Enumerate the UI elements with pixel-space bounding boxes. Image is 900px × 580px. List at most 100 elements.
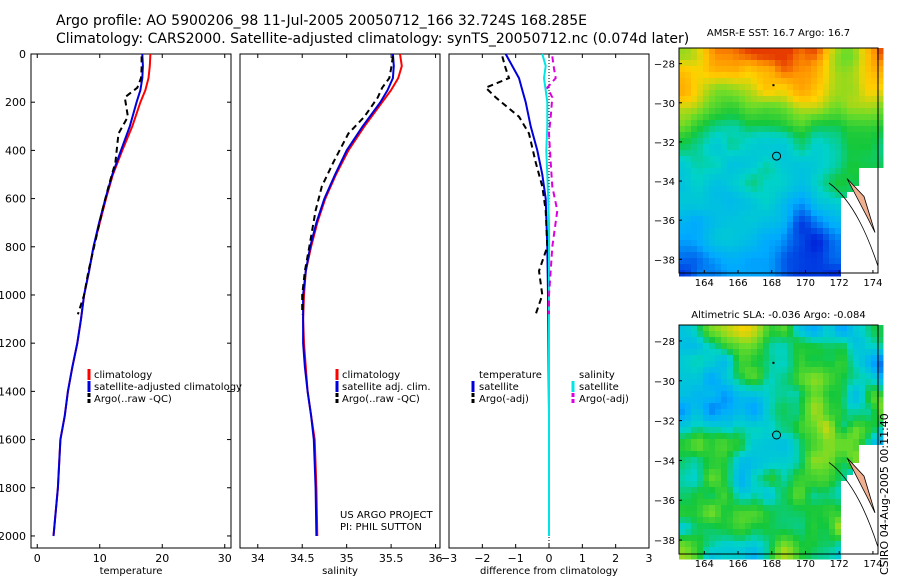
sst-map-cell bbox=[817, 246, 824, 253]
sst-map-cell bbox=[787, 102, 794, 109]
sla-map-cell bbox=[751, 355, 758, 362]
sst-map-cell bbox=[697, 60, 704, 67]
sla-map-cell bbox=[865, 403, 872, 410]
sst-map-cell bbox=[715, 156, 722, 163]
sla-map-cell bbox=[793, 553, 800, 560]
sst-map-cell bbox=[841, 180, 848, 187]
sst-map-cell bbox=[685, 246, 692, 253]
sst-map-cell bbox=[733, 210, 740, 217]
sst-map-cell bbox=[703, 186, 710, 193]
sla-map-cell bbox=[787, 337, 794, 344]
sst-map-cell bbox=[817, 96, 824, 103]
sla-map-cell bbox=[865, 331, 872, 338]
sla-map-cell bbox=[691, 463, 698, 470]
sla-map-cell bbox=[781, 343, 788, 350]
sst-map-cell bbox=[715, 96, 722, 103]
sla-map-cell bbox=[715, 331, 722, 338]
sla-map-cell bbox=[703, 421, 710, 428]
sst-map-cell bbox=[847, 156, 854, 163]
sst-map-cell bbox=[751, 102, 758, 109]
sst-map-cell bbox=[787, 150, 794, 157]
sla-map-cell bbox=[703, 523, 710, 530]
sst-map-cell bbox=[775, 174, 782, 181]
sla-map-cell bbox=[691, 523, 698, 530]
temperature-ytick-label: 1800 bbox=[0, 482, 26, 495]
sla-map-cell bbox=[811, 547, 818, 554]
sla-map-cell bbox=[865, 433, 872, 440]
sst-map-cell bbox=[703, 162, 710, 169]
sst-map-cell bbox=[823, 264, 830, 271]
sst-map-cell bbox=[847, 144, 854, 151]
sst-map-cell bbox=[691, 108, 698, 115]
sla-map-float-marker bbox=[772, 430, 782, 440]
sst-map-cell bbox=[871, 246, 878, 253]
sla-map-cell bbox=[829, 451, 836, 458]
sst-map-cell bbox=[841, 144, 848, 151]
sst-map-cell bbox=[805, 78, 812, 85]
sst-map-cell bbox=[769, 54, 776, 61]
sst-map-cell bbox=[775, 132, 782, 139]
sla-map-cell bbox=[853, 367, 860, 374]
sla-map-cell bbox=[823, 529, 830, 536]
sst-map-cell bbox=[691, 96, 698, 103]
sst-map-cell bbox=[745, 186, 752, 193]
sst-map-cell bbox=[769, 174, 776, 181]
sst-map-cell bbox=[775, 126, 782, 133]
sla-map-cell bbox=[871, 439, 878, 446]
sst-map-cell bbox=[787, 78, 794, 85]
difference-legend-left-label: temperature bbox=[479, 370, 542, 381]
sst-map-cell bbox=[781, 156, 788, 163]
sla-map-cell bbox=[811, 553, 818, 560]
sla-map-cell bbox=[709, 361, 716, 368]
sst-map-cell bbox=[805, 258, 812, 265]
sst-map-cell bbox=[763, 120, 770, 127]
sst-map-cell bbox=[757, 96, 764, 103]
sla-map-cell bbox=[697, 343, 704, 350]
sst-map-cell bbox=[733, 246, 740, 253]
sla-map-cell bbox=[739, 415, 746, 422]
sla-map-cell bbox=[847, 469, 854, 476]
sla-map-cell bbox=[799, 523, 806, 530]
sla-map-cell bbox=[865, 427, 872, 434]
sla-map-cell bbox=[691, 505, 698, 512]
sst-map-cell bbox=[841, 90, 848, 97]
sla-map-cell bbox=[799, 499, 806, 506]
sst-map-cell bbox=[877, 54, 884, 61]
sst-map-cell bbox=[781, 144, 788, 151]
sla-map-ytick-label: −30 bbox=[654, 377, 675, 388]
sst-map-cell bbox=[691, 144, 698, 151]
sst-map-cell bbox=[793, 132, 800, 139]
sst-map-cell bbox=[679, 222, 686, 229]
sst-map-cell bbox=[781, 180, 788, 187]
sst-map-ytick-label: −32 bbox=[654, 138, 675, 149]
sst-map-cell bbox=[871, 84, 878, 91]
sst-map-cell bbox=[697, 78, 704, 85]
sla-map-cell bbox=[871, 481, 878, 488]
sla-map-cell bbox=[859, 463, 866, 470]
sla-map-cell bbox=[811, 541, 818, 548]
sla-map-cell bbox=[739, 529, 746, 536]
sst-map-cell bbox=[697, 258, 704, 265]
sst-map-cell bbox=[709, 210, 716, 217]
sst-map-cell bbox=[811, 264, 818, 271]
sst-map-cell bbox=[847, 222, 854, 229]
sla-map-cell bbox=[751, 493, 758, 500]
sst-map-cell bbox=[745, 150, 752, 157]
sst-map-cell bbox=[745, 252, 752, 259]
sst-map-cell bbox=[727, 78, 734, 85]
sst-map-cell bbox=[811, 210, 818, 217]
sla-map-cell bbox=[865, 523, 872, 530]
sla-map-cell bbox=[793, 451, 800, 458]
sst-map-cell bbox=[751, 258, 758, 265]
sla-map-cell bbox=[829, 535, 836, 542]
sla-map-cell bbox=[853, 457, 860, 464]
sst-map-cell bbox=[775, 198, 782, 205]
sst-map-cell bbox=[805, 240, 812, 247]
sla-map-cell bbox=[865, 325, 872, 332]
sst-map-cell bbox=[703, 150, 710, 157]
sla-map-cell bbox=[745, 451, 752, 458]
sla-map-cell bbox=[781, 487, 788, 494]
sst-map-cell bbox=[697, 246, 704, 253]
sla-map-cell bbox=[847, 493, 854, 500]
sst-map-cell bbox=[745, 162, 752, 169]
